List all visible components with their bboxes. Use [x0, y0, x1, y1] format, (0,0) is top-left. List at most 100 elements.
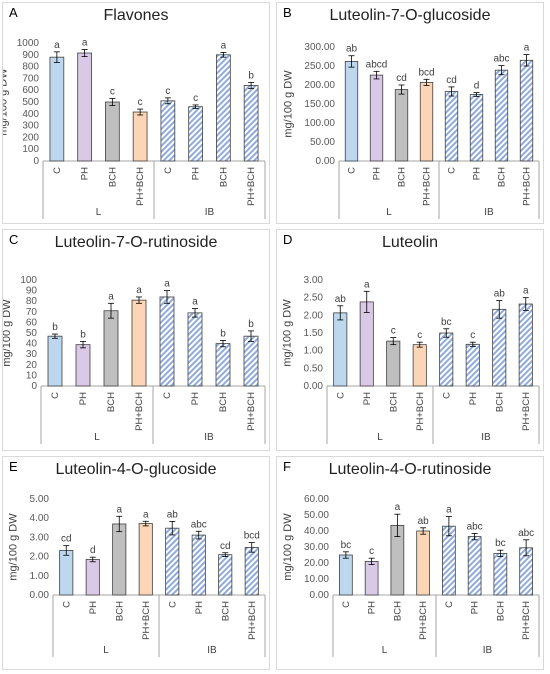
category-label: PH — [88, 601, 99, 614]
bar — [519, 59, 534, 162]
category-label: PH — [468, 392, 479, 405]
category-label: BCH — [114, 601, 125, 621]
significance-letter: b — [220, 328, 226, 339]
y-tick-label: 30.00 — [304, 542, 329, 553]
y-axis-label: mg/100 g DW — [282, 513, 294, 581]
chart-title: Flavones — [103, 7, 169, 24]
category-label: PH — [80, 167, 91, 180]
category-label: BCH — [107, 167, 118, 187]
panel-letter: B — [283, 5, 292, 20]
significance-letter: b — [52, 322, 58, 333]
y-tick-label: 60.00 — [304, 494, 329, 505]
y-tick-label: 700 — [22, 73, 39, 84]
bar — [216, 54, 231, 162]
significance-letter: abc — [467, 521, 483, 532]
bar — [47, 335, 63, 387]
chart-title: Luteolin-7-O-rutinoside — [54, 234, 218, 251]
group-label: IB — [484, 207, 494, 218]
significance-letter: ab — [167, 509, 179, 520]
bar — [467, 536, 482, 596]
chart-svg: 0.00 10.00 20.00 30.00 40.00 50.00 60.00 mg/100… — [282, 494, 540, 657]
bar — [188, 106, 203, 162]
y-tick-label: 20 — [26, 360, 38, 371]
category-label: BCH — [220, 601, 231, 621]
y-tick-label: 400 — [22, 109, 39, 120]
category-label: BCH — [106, 392, 117, 412]
y-tick-label: 80 — [26, 296, 38, 307]
significance-letter: a — [143, 509, 149, 520]
category-label: PH+BCH — [141, 601, 152, 640]
significance-letter: b — [248, 71, 254, 82]
y-axis-label: mg/100 g DW — [3, 68, 10, 136]
bar — [439, 332, 454, 387]
y-tick-label: 50 — [26, 328, 38, 339]
category-label: PH+BCH — [522, 167, 533, 206]
bar — [77, 52, 92, 162]
bar — [103, 310, 119, 387]
significance-letter: abcd — [366, 59, 388, 70]
panel-letter: E — [9, 459, 18, 474]
significance-letter: a — [116, 504, 122, 515]
bar — [412, 344, 427, 387]
group-label: IB — [207, 645, 217, 656]
y-tick-label: 900 — [22, 50, 39, 61]
bar — [494, 69, 509, 162]
bar — [243, 335, 259, 387]
bar — [344, 61, 359, 162]
significance-letter: c — [391, 326, 396, 337]
y-tick-label: 60 — [26, 317, 38, 328]
bar — [131, 299, 147, 387]
category-label: PH — [78, 392, 89, 405]
category-label: BCH — [218, 167, 229, 187]
bar — [75, 344, 91, 387]
significance-letter: abc — [518, 528, 534, 539]
y-tick-label: 500 — [22, 97, 39, 108]
y-axis-label: mg/100 g DW — [282, 70, 294, 138]
category-label: PH+BCH — [415, 392, 426, 431]
panel-letter: D — [283, 232, 293, 247]
bar — [469, 94, 484, 162]
bar — [359, 301, 374, 387]
bar — [419, 81, 434, 162]
category-label: PH+BCH — [246, 392, 257, 431]
category-label: C — [50, 392, 61, 399]
y-tick-label: 0.00 — [304, 381, 324, 392]
y-tick-label: 5.00 — [30, 494, 50, 505]
panel-letter: A — [9, 5, 18, 20]
category-label: C — [447, 167, 458, 174]
y-tick-label: 250.00 — [304, 61, 335, 72]
y-tick-label: 90 — [26, 286, 38, 297]
category-label: BCH — [218, 392, 229, 412]
y-axis-label: mg/100 g DW — [282, 299, 294, 367]
significance-letter: c — [470, 330, 475, 341]
y-tick-label: 70 — [26, 307, 38, 318]
panel-letter: F — [283, 459, 291, 474]
y-tick-label: 100.00 — [304, 118, 335, 129]
bar — [339, 554, 353, 596]
y-tick-label: 30 — [26, 349, 38, 360]
y-tick-label: 10 — [26, 370, 38, 381]
significance-letter: a — [192, 297, 198, 308]
panel-b: 0.00 50.00 100.00 150.00 200.00 250.00 300.00 m… — [276, 2, 544, 224]
y-tick-label: 40 — [26, 339, 38, 350]
bar — [138, 523, 153, 596]
significance-letter: bc — [341, 540, 352, 551]
significance-letter: b — [80, 329, 86, 340]
y-tick-label: 40.00 — [304, 526, 329, 537]
y-tick-label: 3.00 — [30, 532, 50, 543]
significance-letter: c — [138, 97, 143, 108]
bar — [112, 523, 127, 596]
y-tick-label: 200 — [22, 132, 39, 143]
category-label: C — [441, 392, 452, 399]
y-tick-label: 2.00 — [304, 310, 324, 321]
y-tick-label: 300 — [22, 121, 39, 132]
group-label: L — [94, 432, 100, 443]
significance-letter: bc — [441, 317, 452, 328]
y-tick-label: 3.00 — [304, 275, 324, 286]
significance-letter: b — [248, 319, 254, 330]
panel-d: 0.00 0.50 1.00 1.50 2.00 2.50 3.00 mg/100 g DW a… — [276, 229, 544, 451]
y-tick-label: 1.50 — [304, 328, 324, 339]
y-tick-label: 1.00 — [30, 571, 50, 582]
category-label: PH — [191, 167, 202, 180]
